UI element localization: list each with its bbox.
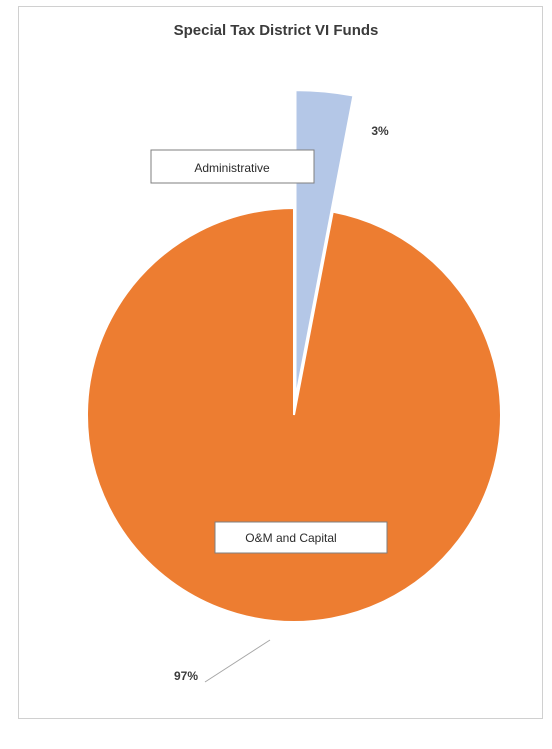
callout-box-administrative [150, 149, 315, 184]
chart-title: Special Tax District VI Funds [173, 22, 379, 39]
slice-label-administrative: Administrative [194, 161, 270, 175]
leader-line-om [204, 639, 271, 683]
callout-box-om-capital [214, 521, 388, 554]
pie-slice-o-m-and-capital [86, 206, 502, 623]
slice-pct-administrative: 3% [371, 124, 389, 138]
slice-pct-om-capital: 97% [174, 669, 198, 683]
slice-label-om-capital: O&M and Capital [245, 531, 336, 545]
